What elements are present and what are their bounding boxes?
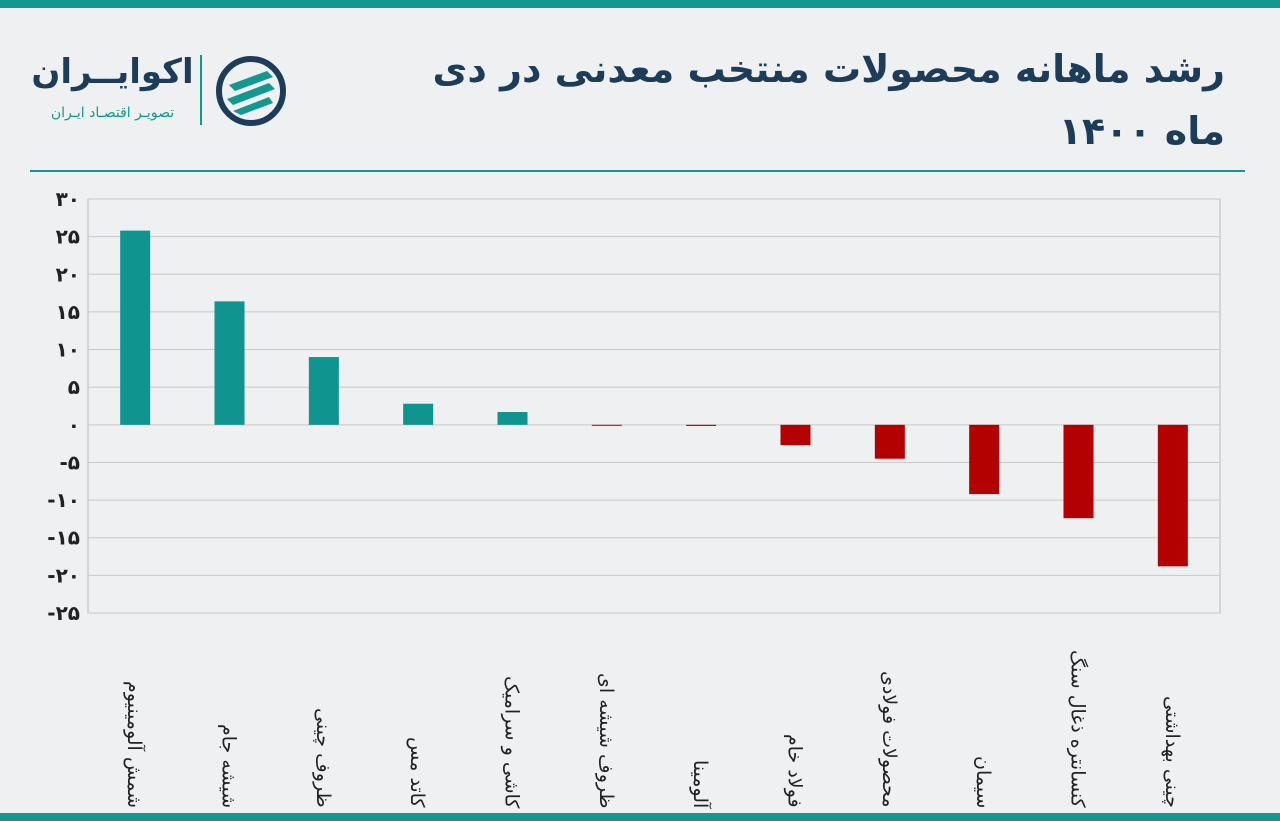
bottom-bar xyxy=(0,813,1280,821)
y-tick-label: -۲۵ xyxy=(47,601,80,625)
title-divider xyxy=(30,170,1245,172)
y-tick-label: -۵ xyxy=(59,450,80,474)
x-tick-label: ظروف شیشه ای xyxy=(594,672,617,809)
y-tick-label: ۱۰ xyxy=(56,338,80,362)
bar xyxy=(1063,424,1094,519)
y-tick-label: ۲۵ xyxy=(56,225,80,249)
y-tick-label: ۳۰ xyxy=(56,187,80,211)
logo-name: اکوایــران xyxy=(31,52,194,92)
logo-mark-icon xyxy=(216,56,286,126)
y-tick-label: -۱۰ xyxy=(47,488,80,512)
logo: اکوایــران تصویـر اقتصـاد ایـران xyxy=(30,50,290,130)
x-tick-label: ظروف چینی xyxy=(311,708,334,808)
y-tick-label: ۲۰ xyxy=(56,262,80,286)
x-tick-label: آلومینا xyxy=(689,759,712,808)
x-tick-label: محصولات فولادی xyxy=(877,671,900,808)
bar xyxy=(120,230,151,425)
logo-divider xyxy=(200,55,202,125)
bar xyxy=(403,403,434,425)
bar xyxy=(214,301,245,425)
bar xyxy=(686,424,717,426)
x-tick-label: کنسانتره ذغال سنگ xyxy=(1066,650,1089,808)
y-tick-label: -۱۵ xyxy=(47,526,80,550)
x-tick-label: شمش آلومینیوم xyxy=(123,680,146,808)
x-tick-label: سیمان xyxy=(972,755,995,808)
y-tick-label: ۵ xyxy=(68,375,80,399)
bar xyxy=(874,424,905,459)
x-tick-label: چینی بهداشتی xyxy=(1160,696,1183,808)
y-tick-label: ۰ xyxy=(68,413,80,437)
top-bar xyxy=(0,0,1280,8)
x-tick-label: فولاد خام xyxy=(783,734,806,808)
bar xyxy=(497,412,528,425)
x-tick-label: شیشه جام xyxy=(217,723,240,808)
x-tick-label: کاشی و سرامیک xyxy=(500,675,523,808)
logo-tagline: تصویـر اقتصـاد ایـران xyxy=(50,105,175,121)
plot-area xyxy=(87,198,1221,614)
bar xyxy=(969,424,1000,495)
bar xyxy=(1157,424,1188,567)
bar xyxy=(308,357,339,425)
bar xyxy=(591,424,622,426)
y-tick-label: -۲۰ xyxy=(47,563,80,587)
x-tick-label: کاتد مس xyxy=(406,737,429,808)
chart-title: رشد ماهانه محصولات منتخب معدنی در دی ماه… xyxy=(432,47,1225,153)
y-tick-label: ۱۵ xyxy=(56,300,80,324)
bar xyxy=(780,424,811,446)
